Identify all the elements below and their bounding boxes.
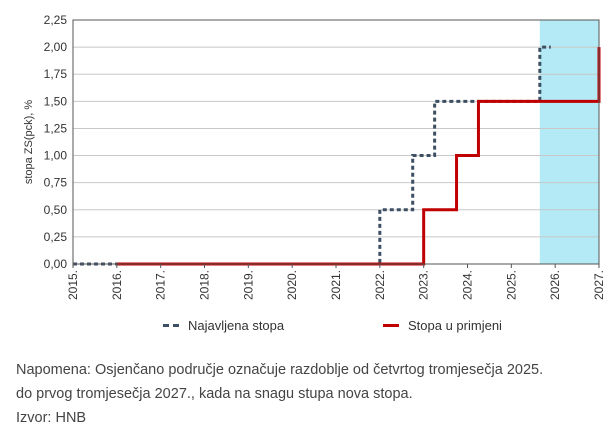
footnote: Napomena: Osjenčano područje označuje ra… xyxy=(16,358,601,430)
legend-label-announced: Najavljena stopa xyxy=(188,318,285,333)
x-tick-label: 2023. xyxy=(417,270,431,300)
x-tick-label: 2024. xyxy=(461,270,475,300)
x-tick-label: 2018. xyxy=(198,270,212,300)
y-axis-label: stopa ZS(pck), % xyxy=(23,100,35,185)
source-line: Izvor: HNB xyxy=(16,410,87,426)
x-tick-label: 2025. xyxy=(504,270,518,300)
solid-line-icon xyxy=(383,324,399,327)
x-tick-label: 2022. xyxy=(373,270,387,300)
note-line-1: Napomena: Osjenčano područje označuje ra… xyxy=(16,362,544,378)
y-tick-label: 2,25 xyxy=(44,13,68,27)
legend-item-applied: Stopa u primjeni xyxy=(383,318,502,333)
shaded-region xyxy=(539,20,599,264)
rate-chart: 0,00 0,25 0,50 0,75 1,00 1,25 1,50 1,75 2,00 2,25… xyxy=(23,13,606,300)
y-tick-label: 0,75 xyxy=(44,176,68,190)
y-tick-label: 1,00 xyxy=(44,149,68,163)
y-tick-label: 1,25 xyxy=(44,121,68,135)
note-line-2: do prvog tromjesečja 2027., kada na snag… xyxy=(16,386,413,402)
legend: Najavljena stopa Stopa u primjeni xyxy=(0,318,612,338)
plot-frame xyxy=(72,19,600,265)
x-tick-label: 2019. xyxy=(241,270,255,300)
legend-label-applied: Stopa u primjeni xyxy=(408,318,502,333)
y-tick-label: 0,25 xyxy=(44,230,68,244)
x-tick-label: 2015. xyxy=(66,270,80,300)
y-tick-label: 1,75 xyxy=(44,67,68,81)
y-tick-label: 0,50 xyxy=(44,203,68,217)
y-tick-label: 2,00 xyxy=(44,40,68,54)
series-applied-rate xyxy=(116,47,601,266)
x-tick-label: 2020. xyxy=(285,270,299,300)
x-tick-label: 2027. xyxy=(592,270,606,300)
dashed-line-icon xyxy=(163,324,179,327)
y-tick-label: 1,50 xyxy=(44,94,68,108)
legend-item-announced: Najavljena stopa xyxy=(163,318,284,333)
x-tick-label: 2016. xyxy=(110,270,124,300)
x-tick-label: 2017. xyxy=(154,270,168,300)
x-tick-label: 2026. xyxy=(548,270,562,300)
y-tick-label: 0,00 xyxy=(44,257,68,271)
x-tick-label: 2021. xyxy=(329,270,343,300)
